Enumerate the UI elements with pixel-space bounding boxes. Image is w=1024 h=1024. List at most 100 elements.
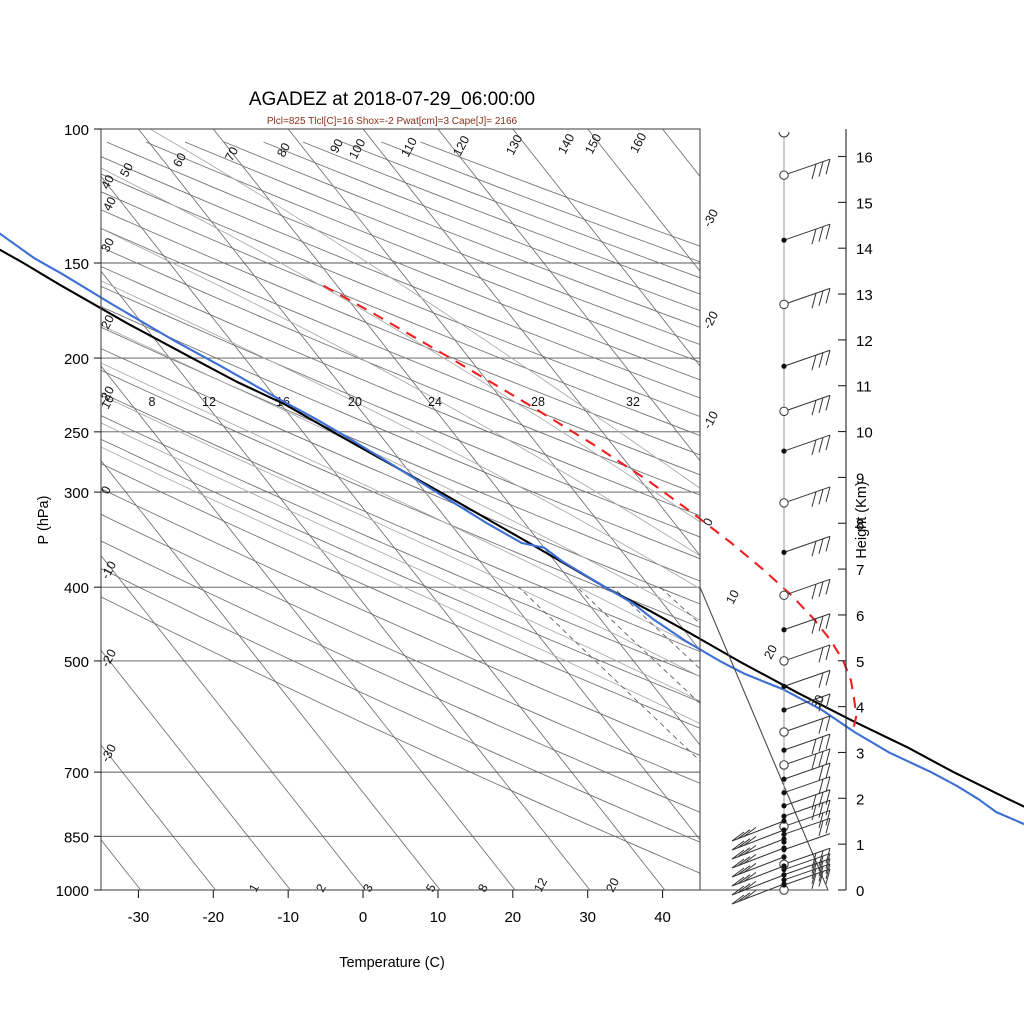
mixing-ratio-line <box>747 587 1024 906</box>
mixing-ratio-label: 12 <box>531 876 550 895</box>
x-axis-tick-label: -30 <box>128 909 150 926</box>
isotherm-label-right: 20 <box>761 643 780 662</box>
dry-adiabat <box>101 488 700 756</box>
isotherm-line <box>287 129 700 651</box>
isotherm-line <box>101 744 216 890</box>
wind-level-dot <box>781 747 787 753</box>
isotherm-line <box>101 175 666 890</box>
height-axis-tick-label: 2 <box>856 791 864 808</box>
dry-adiabat <box>101 285 700 538</box>
wind-barb <box>731 883 785 905</box>
wind-barb <box>731 820 785 842</box>
plot-border <box>100 128 701 891</box>
moist-adiabat <box>101 228 700 557</box>
isotherm-line <box>138 129 700 841</box>
mixing-ratio-label: 2 <box>313 882 329 895</box>
y-axis-tick-label: 1000 <box>56 883 89 900</box>
dry-adiabat <box>101 415 700 677</box>
dewpoint-curve <box>0 232 1024 826</box>
wind-level-circle <box>779 760 789 770</box>
isotherm-label-right: -10 <box>700 409 721 432</box>
mixing-ratio-line <box>660 586 700 625</box>
height-axis-tick-label: 6 <box>856 608 864 625</box>
dry-adiabat-label: 120 <box>450 133 472 158</box>
page-title: AGADEZ at 2018-07-29_06:00:00 <box>249 89 535 110</box>
dry-adiabat-label: 160 <box>627 130 649 155</box>
wind-level-dot <box>781 831 787 837</box>
dry-adiabat <box>302 141 700 295</box>
wind-level-circle <box>779 406 789 417</box>
dry-adiabat-label: 140 <box>555 131 577 156</box>
dry-adiabat <box>101 392 700 653</box>
mixing-ratio-label: 20 <box>603 876 622 895</box>
wind-level-dot <box>781 448 787 454</box>
wind-barb <box>731 856 785 878</box>
wind-barb <box>783 693 831 712</box>
wind-barb-column <box>731 131 831 905</box>
x-axis-tick-label: 30 <box>579 909 596 926</box>
dry-adiabat <box>106 141 700 381</box>
wind-level-dot <box>781 813 787 819</box>
dry-adiabat <box>101 348 700 605</box>
wind-level-circle <box>779 590 789 601</box>
dry-adiabat <box>263 141 700 311</box>
dry-adiabat <box>101 513 700 784</box>
moist-adiabat <box>101 280 700 590</box>
wind-barb <box>783 799 831 821</box>
height-axis-tick-label: 16 <box>856 150 873 167</box>
wind-barb <box>783 394 831 416</box>
isotherm-line <box>101 270 591 890</box>
wind-barb <box>783 809 831 828</box>
moist-adiabat-label: 12 <box>202 395 216 409</box>
isotherm-line <box>812 129 1024 890</box>
y-axis-tick-label: 250 <box>64 425 89 442</box>
plot-frame <box>100 128 829 891</box>
wind-barb <box>783 776 831 795</box>
dry-adiabat-label: 50 <box>117 161 136 180</box>
y-axis-tick-label: 400 <box>64 580 89 597</box>
isotherm-line <box>962 129 1024 890</box>
height-axis-tick-label: 10 <box>856 425 873 442</box>
isotherm-line <box>101 649 291 890</box>
y-axis-tick-label: 850 <box>64 829 89 846</box>
wind-level-dot <box>781 549 787 555</box>
y-axis-tick-label: 200 <box>64 351 89 368</box>
y-axis-tick-label: 100 <box>64 122 89 139</box>
moist-adiabat <box>101 446 700 724</box>
mixing-ratio-line <box>612 586 700 670</box>
wind-level-dot <box>781 776 787 782</box>
wind-level-circle <box>779 299 789 310</box>
moist-adiabat <box>101 167 700 523</box>
isotherm-line <box>512 129 700 367</box>
y-axis-tick-label: 150 <box>64 256 89 273</box>
dry-adiabat <box>101 463 700 729</box>
wind-level-dot <box>781 683 787 689</box>
wind-level-dot <box>781 872 787 878</box>
dry-adiabat-label: 80 <box>274 141 293 160</box>
wind-barb <box>731 874 785 896</box>
wind-barb <box>783 868 831 890</box>
moist-adiabat <box>101 362 700 650</box>
wind-barb <box>783 715 831 734</box>
dry-adiabat <box>145 141 700 363</box>
wind-barb <box>783 644 831 663</box>
y2-axis-label: Height (Km) <box>854 481 870 558</box>
x-axis-tick-label: 0 <box>359 909 367 926</box>
wind-level-dot <box>781 863 787 869</box>
wind-level-dot <box>781 818 787 824</box>
wind-level-circle <box>779 498 789 508</box>
wind-barb <box>783 847 831 869</box>
mixing-ratio-line <box>706 587 1024 906</box>
dry-adiabat <box>101 266 700 517</box>
height-axis-tick-label: 15 <box>856 195 873 212</box>
isotherm-label-right: 10 <box>723 588 742 607</box>
wind-barb <box>783 287 831 309</box>
moist-adiabat <box>149 129 700 489</box>
isotherm-label: 20 <box>98 313 117 332</box>
isotherm-line <box>0 129 66 890</box>
dry-adiabat <box>101 568 700 843</box>
height-axis-tick-label: 5 <box>856 654 864 671</box>
